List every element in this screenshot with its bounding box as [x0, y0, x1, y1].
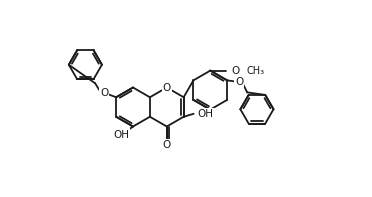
Text: O: O [235, 77, 243, 87]
Text: OH: OH [113, 129, 129, 139]
Text: O: O [163, 83, 171, 93]
Text: OH: OH [198, 109, 214, 119]
Text: O: O [163, 140, 171, 151]
Text: O: O [231, 66, 240, 76]
Text: O: O [100, 88, 108, 98]
Text: CH₃: CH₃ [246, 66, 264, 76]
